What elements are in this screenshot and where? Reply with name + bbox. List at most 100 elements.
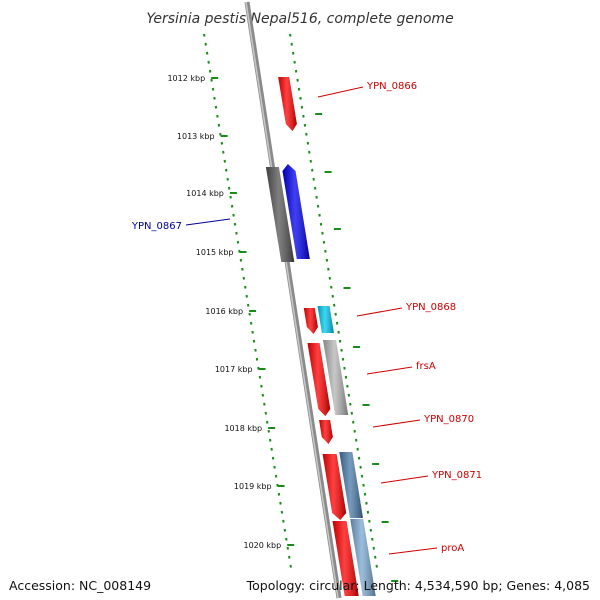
ruler-tick-minor: [311, 168, 314, 172]
gene-ypn-0870-shading: [319, 420, 333, 444]
ruler-tick-minor: [277, 492, 281, 496]
gene-label-leader: [388, 547, 438, 555]
ruler-tick-minor: [359, 465, 362, 469]
ruler-tick-minor: [325, 258, 329, 262]
ruler-tick-minor: [279, 501, 282, 505]
ruler-tick-minor: [350, 411, 354, 415]
ruler-label: 1018 kbp: [224, 424, 262, 433]
gene-ypn-0867-shading: [282, 164, 310, 259]
ruler-tick-minor: [309, 159, 312, 163]
ruler-tick-minor: [235, 231, 238, 235]
ruler-tick-minor: [244, 285, 247, 289]
ruler-tick-minor: [303, 123, 307, 127]
backbone-line: [244, 1, 342, 599]
ruler-tick-minor: [211, 87, 215, 91]
ruler-tick-minor: [254, 348, 257, 352]
ruler-tick-minor: [248, 312, 251, 316]
gene-label: proA: [441, 543, 464, 554]
ruler-tick-minor: [327, 267, 330, 271]
ruler-tick-minor: [324, 249, 327, 253]
ruler-tick-minor: [245, 294, 248, 298]
ruler-tick-minor: [293, 60, 296, 64]
ruler-tick-minor: [366, 510, 370, 514]
ruler-tick-minor: [337, 330, 340, 334]
gene-ypn-0868-cyan-shading: [317, 306, 334, 333]
ruler-tick-minor: [230, 204, 234, 208]
map-title: Yersinia pestis Nepal516, complete genom…: [146, 11, 453, 27]
gene-ypn-0871-shading: [339, 452, 363, 518]
ruler-tick-minor: [260, 384, 263, 388]
ruler-tick-minor: [251, 330, 254, 334]
ruler-labels: 1012 kbp 1013 kbp 1014 kbp 1015 kbp 1016 kbp…: [167, 74, 281, 550]
ruler-tick-minor: [363, 492, 367, 496]
ruler-tick-minor: [205, 51, 209, 55]
ruler-tick-minor: [357, 456, 361, 460]
gene-label: YPN_0867: [131, 221, 182, 232]
ruler-tick-minor: [286, 546, 290, 550]
ruler-tick-minor: [374, 555, 377, 559]
ruler-label: 1014 kbp: [186, 189, 224, 198]
ruler-tick-minor: [372, 546, 376, 550]
ruler-tick-minor: [341, 357, 345, 361]
ruler-tick-minor: [270, 447, 273, 451]
ruler-tick-minor: [282, 519, 285, 523]
ruler-label: 1017 kbp: [215, 365, 253, 374]
ruler-tick-minor: [356, 447, 359, 451]
ruler-label: 1020 kbp: [244, 541, 282, 550]
ruler-tick-minor: [302, 114, 305, 118]
gene-label-leader: [372, 419, 421, 428]
ruler-tick-minor: [207, 60, 210, 64]
ruler-tick-minor: [222, 150, 225, 154]
ruler-tick-minor: [233, 222, 237, 226]
accession-text: Accession: NC_008149: [9, 578, 152, 593]
ruler-tick-minor: [288, 555, 291, 559]
ruler-tick-minor: [289, 33, 292, 37]
ruler-tick-minor: [223, 159, 226, 163]
ruler-tick-minor: [369, 528, 373, 532]
ruler-tick-minor: [225, 168, 228, 172]
ruler-tick-minor: [354, 438, 358, 442]
gene-labels: YPN_0866 YPN_0867 YPN_0868 frsA YPN_0870 YPN_…: [131, 81, 482, 555]
ruler-tick-minor: [280, 510, 284, 514]
ruler-tick-minor: [306, 141, 310, 145]
ruler-tick-minor: [316, 204, 320, 208]
gene-label-leader: [185, 218, 231, 226]
gene-ypn-0868-shading: [303, 308, 318, 334]
ruler-tick-minor: [360, 474, 364, 478]
ruler-tick-minor: [344, 375, 348, 379]
gene-label-leader: [356, 307, 403, 317]
gene-label: YPN_0870: [423, 414, 474, 425]
ruler-tick-minor: [216, 114, 219, 118]
ruler-tick-minor: [285, 537, 288, 541]
ruler-tick-minor: [300, 105, 304, 109]
ruler-tick-minor: [252, 339, 256, 343]
genome-backbone: [244, 1, 342, 599]
gene-ypn-0867-gray-shading: [265, 167, 295, 262]
ruler-ticks: [203, 33, 399, 582]
ruler-tick-minor: [249, 321, 253, 325]
ruler-tick-minor: [371, 537, 374, 541]
ruler-tick-minor: [328, 276, 332, 280]
ruler-tick-minor: [271, 456, 275, 460]
ruler-tick-minor: [299, 96, 302, 100]
ruler-tick-minor: [349, 402, 352, 406]
gene-proa-red-shading: [332, 521, 359, 596]
ruler-tick-minor: [261, 393, 265, 397]
ruler-label: 1015 kbp: [196, 248, 234, 257]
ruler-tick-minor: [214, 105, 218, 109]
ruler-tick-minor: [246, 303, 250, 307]
ruler-tick-minor: [347, 393, 351, 397]
gene-label: frsA: [416, 361, 436, 372]
ruler-tick-minor: [267, 429, 270, 433]
ruler-tick-minor: [239, 258, 243, 262]
ruler-tick-minor: [232, 213, 235, 217]
ruler-tick-minor: [263, 402, 266, 406]
ruler-tick-minor: [331, 294, 334, 298]
ruler-tick-minor: [242, 276, 246, 280]
ruler-tick-minor: [338, 339, 342, 343]
ruler-tick-minor: [312, 177, 315, 181]
gene-label: YPN_0866: [366, 81, 417, 92]
ruler-tick-minor: [283, 528, 287, 532]
gene-frsa-red-shading: [307, 343, 331, 416]
ruler-tick-minor: [294, 69, 298, 73]
